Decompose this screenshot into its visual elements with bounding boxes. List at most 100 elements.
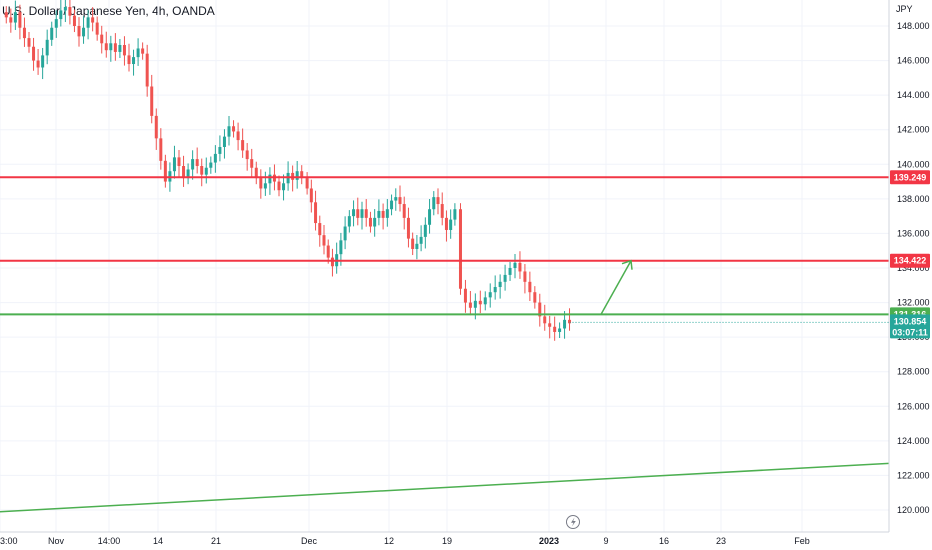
time-tick-label: 16 bbox=[659, 536, 669, 546]
candle-body bbox=[136, 48, 140, 58]
candle-body bbox=[104, 43, 108, 51]
grid-lines bbox=[0, 0, 889, 532]
last-price-badge bbox=[890, 314, 930, 339]
candle-body bbox=[458, 209, 462, 289]
candle-body bbox=[508, 268, 512, 275]
price-tick-label: 136.000 bbox=[897, 228, 930, 238]
candle-body bbox=[254, 167, 258, 179]
candle-body bbox=[177, 157, 181, 167]
candle-body bbox=[113, 43, 117, 52]
candle-body bbox=[277, 181, 281, 191]
candle-body bbox=[295, 171, 299, 180]
price-tick-label: 132.000 bbox=[897, 298, 930, 308]
candle-body bbox=[186, 169, 190, 179]
time-axis[interactable]: 3:00 Nov 14:00 14 21 Dec 12 19 2023 9 16 23 Feb bbox=[0, 515, 889, 547]
candle-body bbox=[548, 323, 552, 327]
candle-body bbox=[538, 302, 542, 317]
candle-body bbox=[553, 326, 557, 332]
candle-body bbox=[122, 45, 126, 56]
candle-body bbox=[154, 115, 158, 139]
candle-body bbox=[309, 188, 313, 203]
price-tick-label: 126.000 bbox=[897, 401, 930, 411]
candle-body bbox=[533, 292, 537, 303]
countdown-label: 03:07:11 bbox=[892, 327, 928, 337]
candle-body bbox=[32, 46, 36, 61]
candle-body bbox=[45, 39, 49, 56]
candle-body bbox=[222, 136, 226, 147]
candle-body bbox=[513, 262, 517, 268]
candle-body bbox=[360, 209, 364, 218]
candle-body bbox=[109, 43, 113, 51]
chart-title: U.S. Dollar / Japanese Yen, 4h, OANDA bbox=[2, 4, 215, 18]
candle-body bbox=[191, 159, 195, 170]
time-tick-label: 14:00 bbox=[98, 536, 121, 546]
last-price-label: 130.854 bbox=[894, 316, 927, 326]
candle-body bbox=[236, 131, 240, 141]
candle-body bbox=[343, 226, 347, 241]
candle-body bbox=[463, 288, 467, 303]
candle-body bbox=[68, 6, 72, 16]
candle-body bbox=[9, 17, 13, 23]
price-tick-label: 140.000 bbox=[897, 159, 930, 169]
time-tick-label: Nov bbox=[48, 536, 65, 546]
candle-body bbox=[72, 15, 76, 26]
level-price-label: 134.422 bbox=[894, 256, 927, 266]
price-tick-label: 148.000 bbox=[897, 21, 930, 31]
candle-body bbox=[54, 19, 58, 28]
candle-body bbox=[498, 281, 502, 288]
candle-body bbox=[364, 209, 368, 218]
candle-body bbox=[150, 86, 154, 116]
price-tick-label: 146.000 bbox=[897, 56, 930, 66]
candle-body bbox=[50, 27, 54, 40]
candle-body bbox=[563, 319, 567, 329]
lightning-icon-bolt bbox=[571, 517, 576, 527]
candle-body bbox=[314, 202, 318, 224]
candle-body bbox=[209, 162, 213, 168]
candle-body bbox=[440, 204, 444, 218]
time-tick-label: 12 bbox=[384, 536, 394, 546]
candle-body bbox=[368, 217, 372, 227]
candle-body bbox=[390, 200, 394, 210]
candle-body bbox=[141, 48, 145, 54]
candle-body bbox=[473, 300, 477, 308]
price-tick-label: 144.000 bbox=[897, 90, 930, 100]
candle-body bbox=[227, 126, 231, 137]
candle-body bbox=[381, 210, 385, 218]
time-tick-label: 2023 bbox=[539, 536, 559, 546]
candle-body bbox=[95, 22, 99, 35]
candle-body bbox=[159, 138, 163, 161]
candle-body bbox=[245, 150, 249, 160]
time-tick-label: 14 bbox=[153, 536, 163, 546]
candle-body bbox=[82, 27, 86, 37]
level-price-badge bbox=[890, 170, 930, 185]
candle-body bbox=[27, 38, 31, 47]
level-price-label: 139.249 bbox=[894, 172, 927, 182]
candle-body bbox=[568, 319, 572, 324]
lightning-icon bbox=[566, 515, 580, 529]
level-price-badge bbox=[890, 253, 930, 268]
candle-body bbox=[347, 216, 351, 227]
candle-body bbox=[428, 209, 432, 225]
candle-body bbox=[118, 45, 122, 52]
candle-body bbox=[406, 217, 410, 239]
candle-body bbox=[232, 126, 236, 132]
drawings[interactable] bbox=[0, 176, 890, 513]
candle-body bbox=[86, 17, 90, 28]
time-tick-label: 23 bbox=[716, 536, 726, 546]
candle-body bbox=[478, 300, 482, 305]
candle-body bbox=[523, 271, 527, 282]
candle-body bbox=[100, 34, 104, 44]
candle-body bbox=[200, 166, 204, 175]
candle-body bbox=[77, 26, 81, 37]
candle-body bbox=[263, 183, 267, 189]
price-axis[interactable]: JPY 148.000 146.000 144.000 142.000 140.000 13… bbox=[888, 0, 930, 532]
candles bbox=[4, 0, 572, 341]
candle-body bbox=[41, 55, 45, 68]
time-tick-label: Dec bbox=[301, 536, 318, 546]
candle-body bbox=[13, 12, 17, 23]
candle-body bbox=[145, 53, 149, 87]
candle-body bbox=[436, 197, 440, 205]
candle-body bbox=[318, 223, 322, 236]
